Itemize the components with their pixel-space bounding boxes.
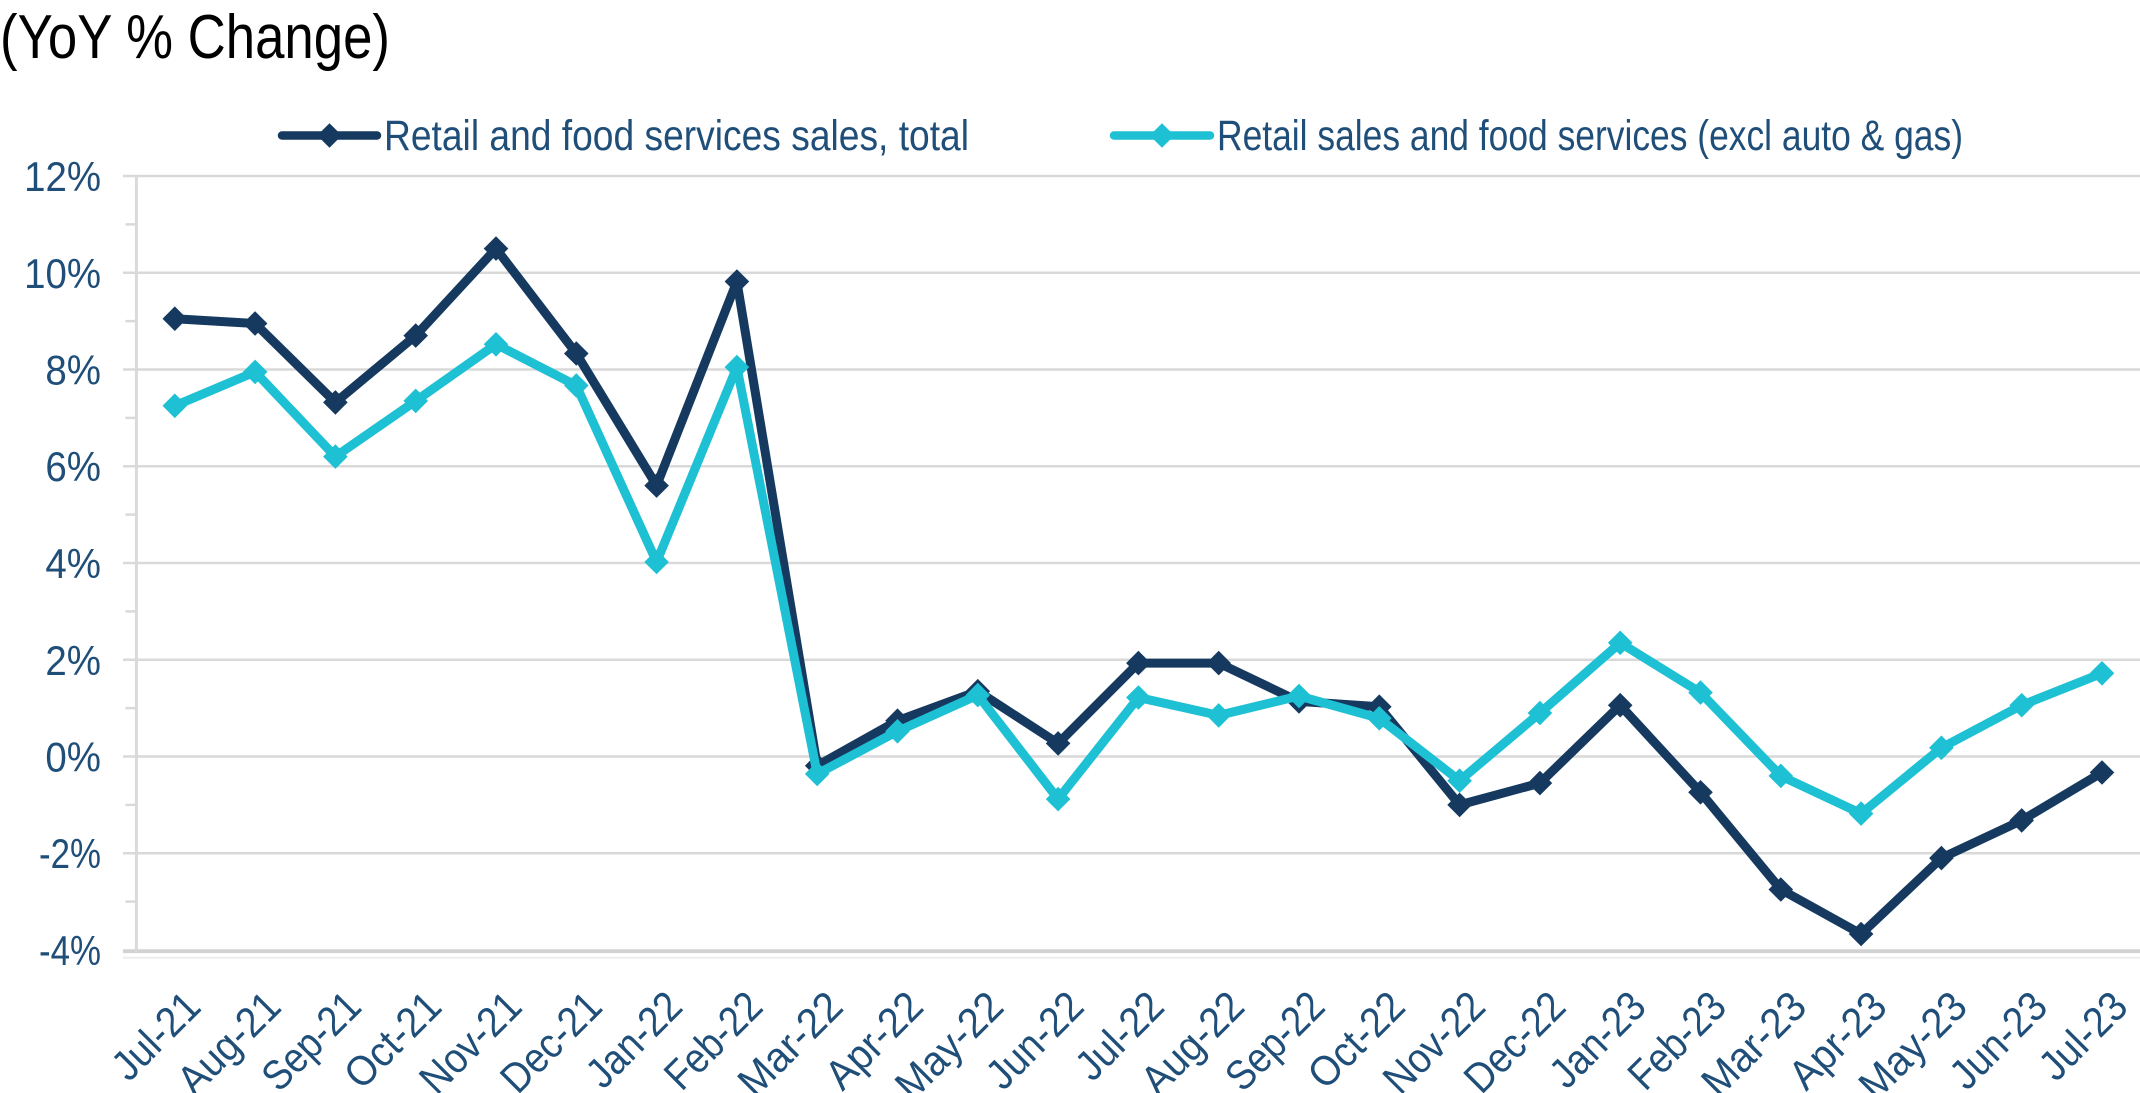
svg-text:0%: 0%	[45, 734, 101, 781]
svg-text:Retail and food services sales: Retail and food services sales, total	[384, 112, 969, 160]
svg-text:(YoY % Change): (YoY % Change)	[0, 3, 390, 72]
svg-text:8%: 8%	[45, 347, 101, 394]
svg-text:Retail sales and food services: Retail sales and food services (excl aut…	[1217, 112, 1963, 160]
svg-text:10%: 10%	[24, 250, 101, 297]
svg-text:6%: 6%	[45, 443, 101, 490]
svg-text:12%: 12%	[24, 153, 101, 200]
svg-text:2%: 2%	[45, 637, 101, 684]
svg-text:-4%: -4%	[39, 927, 101, 974]
svg-text:-2%: -2%	[39, 830, 101, 877]
svg-text:4%: 4%	[45, 540, 101, 587]
